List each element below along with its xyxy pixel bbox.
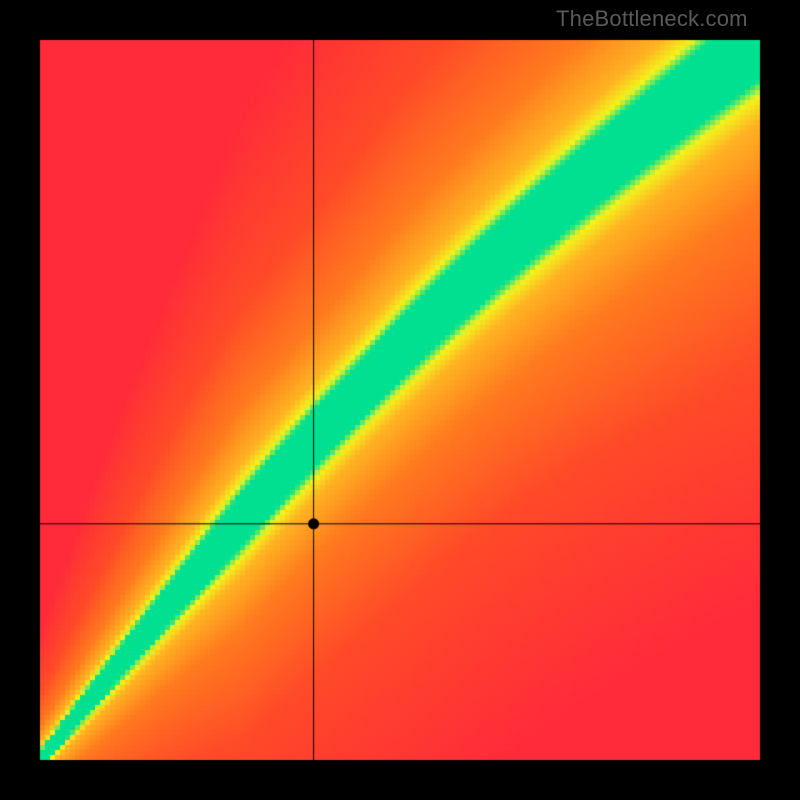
page-root: { "watermark": { "text": "TheBottleneck.… xyxy=(0,0,800,800)
bottleneck-heatmap-canvas xyxy=(0,0,800,800)
watermark-text: TheBottleneck.com xyxy=(556,6,748,32)
